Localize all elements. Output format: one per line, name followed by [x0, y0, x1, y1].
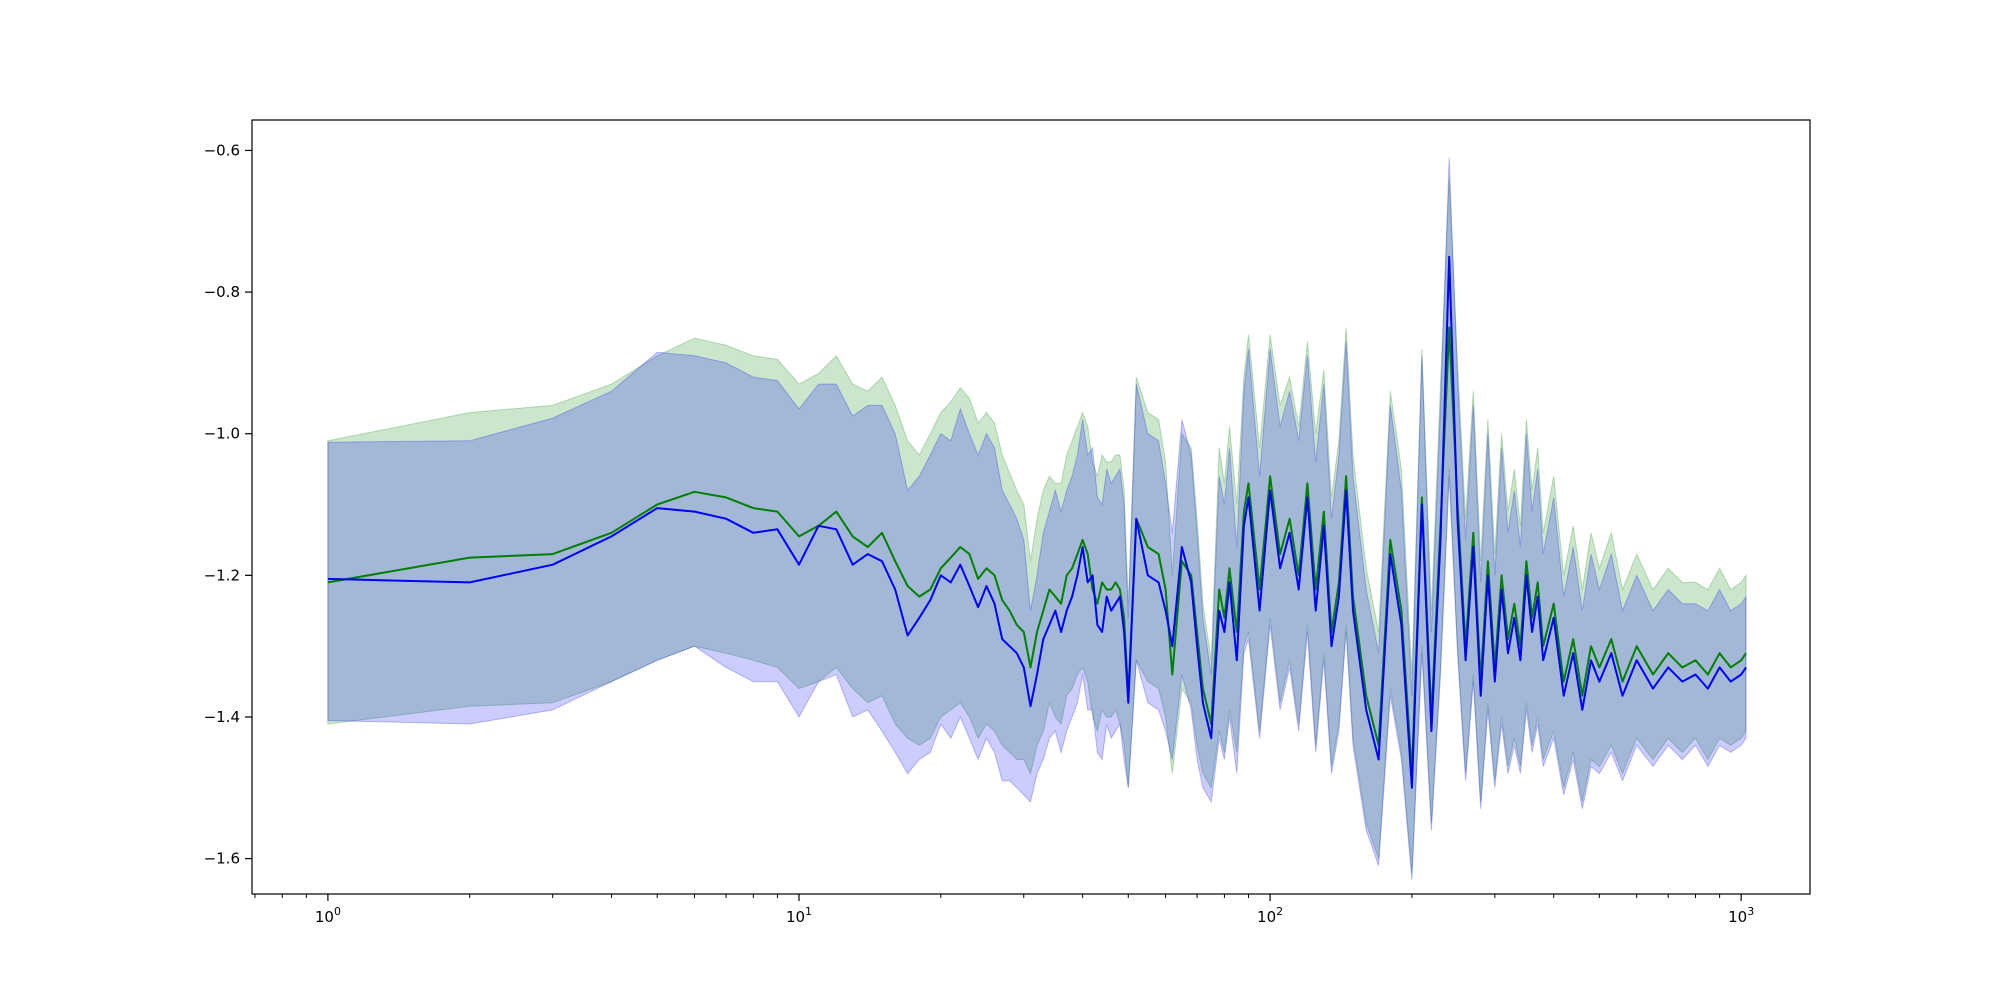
x-tick-label: 101	[786, 905, 812, 926]
y-axis-ticks: −0.6 −0.8 −1.0 −1.2 −1.4 −1.6	[204, 141, 252, 868]
plot-area-frame	[251, 119, 1811, 895]
x-tick-label: 100	[315, 905, 341, 926]
y-tick-label: −1.2	[204, 566, 240, 584]
series-lines	[327, 255, 1747, 789]
y-tick-label: −1.0	[204, 425, 240, 443]
series-1-band	[327, 178, 1747, 873]
y-tick-label: −1.4	[204, 708, 240, 726]
y-tick-label: −1.6	[204, 850, 240, 868]
y-tick-label: −0.8	[204, 283, 240, 301]
x-tick-label: 103	[1728, 905, 1754, 926]
series-2-band	[327, 157, 1747, 880]
x-axis-ticks: 100 101 102 103	[254, 894, 1754, 926]
y-tick-label: −0.6	[204, 141, 240, 159]
x-tick-label: 102	[1257, 905, 1283, 926]
series-2-line	[327, 255, 1747, 789]
confidence-bands	[327, 157, 1747, 880]
